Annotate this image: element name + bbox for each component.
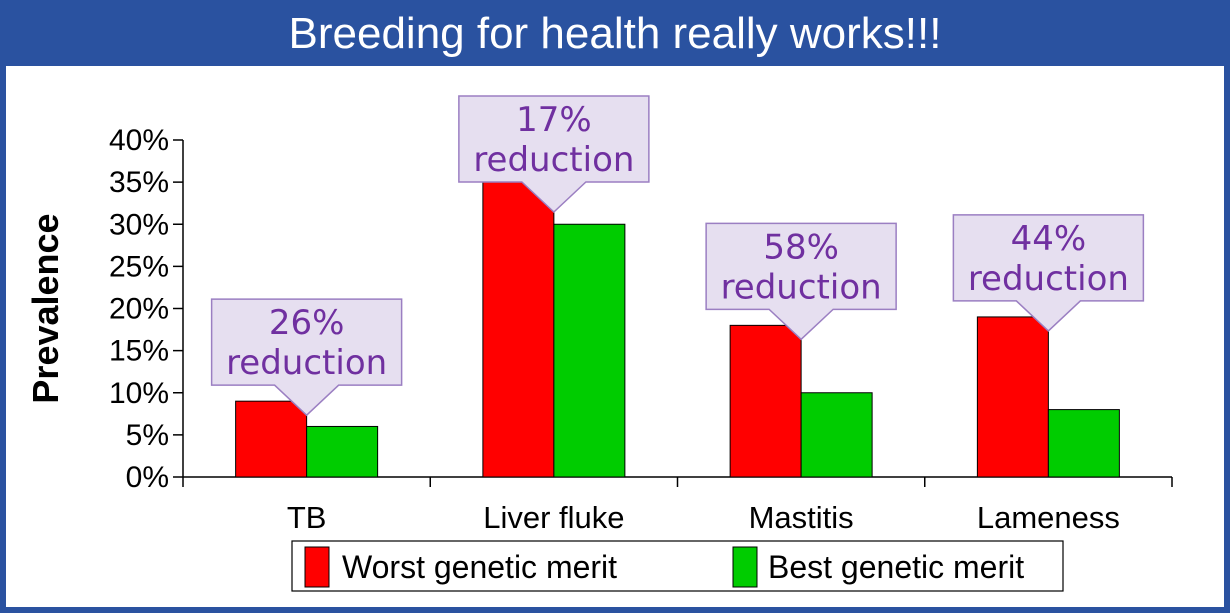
- callout-box: [952, 214, 1145, 332]
- reduction-callout: 26%reduction: [210, 298, 403, 417]
- slide-title: Breeding for health really works!!!: [0, 0, 1230, 66]
- y-tick-label: 25%: [109, 250, 169, 283]
- legend-label: Best genetic merit: [768, 549, 1024, 585]
- callout-text: reduction: [968, 259, 1129, 299]
- bar-best: [800, 392, 873, 478]
- chart-axes: 0% 5% 10% 15% 20% 25% 30% 35% 40% Prevalence: [25, 124, 1173, 494]
- x-category-label: Mastitis: [749, 500, 854, 535]
- legend-label: Worst genetic merit: [342, 549, 617, 585]
- y-tick-label: 40%: [109, 124, 169, 157]
- callout-text: 26%: [269, 303, 345, 343]
- y-tick-label: 20%: [109, 293, 169, 326]
- x-category-label: Liver fluke: [483, 500, 624, 535]
- bar-worst: [976, 316, 1049, 478]
- legend-swatch-worst: [304, 546, 330, 588]
- reduction-callout: 58%reduction: [705, 222, 897, 341]
- x-category-label: Lameness: [977, 500, 1120, 535]
- callout-text: reduction: [473, 140, 634, 180]
- y-tick-label: 35%: [109, 166, 169, 199]
- callout-box: [210, 298, 403, 417]
- reduction-callout: 44%reduction: [952, 214, 1145, 332]
- y-axis-label: Prevalence: [25, 213, 66, 403]
- callout-text: 58%: [763, 227, 839, 267]
- bar-worst: [729, 324, 802, 478]
- bar-best: [306, 425, 379, 478]
- chart-bars: TB Liver fluke Mastitis Lameness: [235, 173, 1120, 535]
- y-tick-label: 10%: [109, 377, 169, 410]
- chart-legend: Worst genetic merit Best genetic merit: [291, 540, 1064, 592]
- y-tick-label: 0%: [126, 461, 169, 494]
- reduction-callouts: 26%reduction17%reduction58%reduction44%r…: [210, 95, 1145, 417]
- legend-box: [291, 540, 1064, 592]
- legend-swatch-best: [732, 546, 758, 588]
- callout-text: reduction: [226, 343, 387, 383]
- bar-worst: [482, 173, 555, 478]
- bar-best: [1047, 409, 1120, 478]
- bar-worst: [235, 400, 308, 478]
- y-tick-label: 15%: [109, 335, 169, 368]
- callout-box: [705, 222, 897, 341]
- callout-text: 44%: [1011, 219, 1087, 259]
- callout-text: reduction: [721, 267, 882, 307]
- bar-best: [553, 223, 626, 478]
- y-tick-label: 30%: [109, 208, 169, 241]
- callout-text: 17%: [516, 100, 592, 140]
- x-category-label: TB: [287, 500, 327, 535]
- y-tick-label: 5%: [126, 419, 169, 452]
- callout-box: [458, 95, 650, 214]
- reduction-callout: 17%reduction: [458, 95, 650, 214]
